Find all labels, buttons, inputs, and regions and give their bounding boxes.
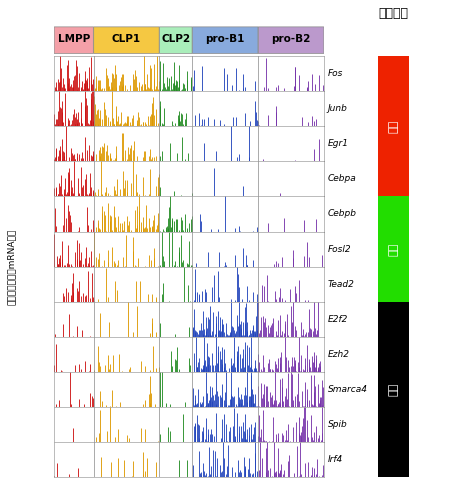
FancyBboxPatch shape	[160, 27, 192, 54]
FancyBboxPatch shape	[193, 27, 258, 54]
Text: Cebpa: Cebpa	[328, 174, 356, 184]
FancyBboxPatch shape	[94, 27, 159, 54]
Text: Fosl2: Fosl2	[328, 244, 351, 254]
Text: LMPP: LMPP	[58, 34, 90, 44]
Text: Smarca4: Smarca4	[328, 385, 368, 394]
Text: 分化段階: 分化段階	[379, 7, 409, 20]
FancyBboxPatch shape	[54, 27, 93, 54]
Text: E2f2: E2f2	[328, 315, 348, 324]
Text: Egr1: Egr1	[328, 139, 349, 148]
Text: 中後: 中後	[389, 243, 399, 256]
Text: Junb: Junb	[328, 104, 347, 113]
Text: １細胞レベルのmRNA発現: １細胞レベルのmRNA発現	[7, 228, 16, 305]
Text: CLP1: CLP1	[112, 34, 141, 44]
FancyBboxPatch shape	[258, 27, 324, 54]
Text: 低後: 低後	[389, 120, 399, 133]
Text: Fos: Fos	[328, 69, 343, 78]
Text: pro-B2: pro-B2	[271, 34, 311, 44]
Text: Spib: Spib	[328, 420, 347, 429]
Text: Cebpb: Cebpb	[328, 209, 356, 219]
Text: CLP2: CLP2	[161, 34, 190, 44]
Text: Tead2: Tead2	[328, 280, 355, 289]
Text: 後発: 後発	[389, 383, 399, 396]
Text: pro-B1: pro-B1	[206, 34, 245, 44]
Text: Ezh2: Ezh2	[328, 350, 350, 359]
Text: Irf4: Irf4	[328, 455, 343, 464]
